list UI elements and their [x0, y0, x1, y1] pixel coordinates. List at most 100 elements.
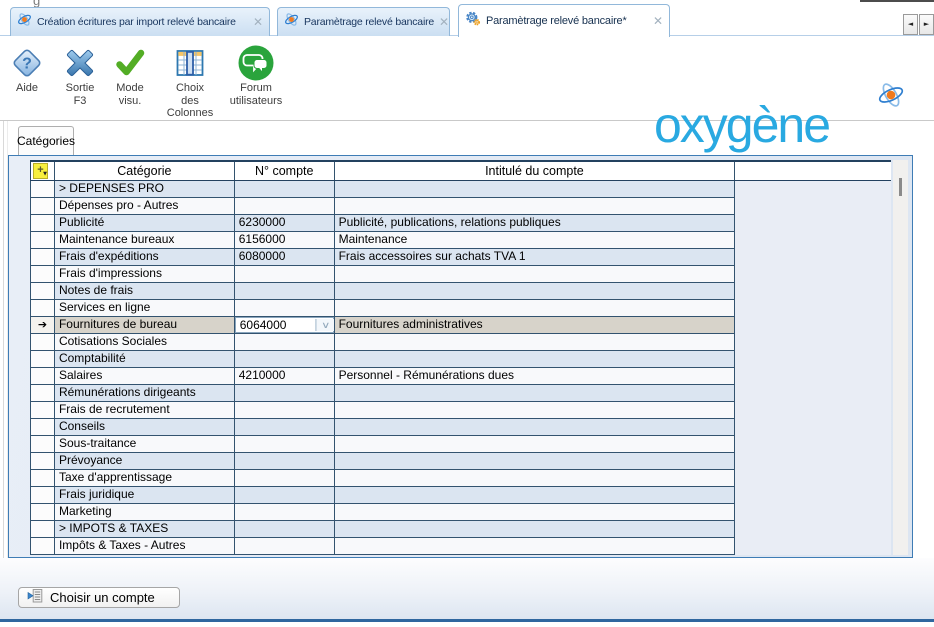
row-selector-cell[interactable]	[31, 215, 55, 231]
tab-parametrage-active[interactable]: Paramètrage relevé bancaire* ✕	[458, 4, 670, 37]
column-header-intitule[interactable]: Intitulé du compte	[335, 162, 736, 180]
tab-close-icon[interactable]: ✕	[252, 15, 263, 29]
cell-intitule[interactable]: Frais accessoires sur achats TVA 1	[335, 249, 735, 265]
cell-intitule[interactable]	[335, 470, 735, 486]
row-selector-cell[interactable]	[31, 470, 55, 486]
cell-compte[interactable]	[235, 419, 335, 435]
toolbar-button-sortie[interactable]: Sortie F3	[56, 44, 104, 107]
cell-categorie[interactable]: Rémunérations dirigeants	[55, 385, 235, 401]
cell-intitule[interactable]: Fournitures administratives	[335, 317, 735, 333]
tab-scroll-left-button[interactable]: ◄	[903, 14, 918, 35]
table-row[interactable]: Taxe d'apprentissage	[30, 470, 735, 487]
cell-compte[interactable]: 6230000	[235, 215, 335, 231]
row-selector-cell[interactable]	[31, 283, 55, 299]
toolbar-button-mode-visu[interactable]: Mode visu.	[107, 44, 153, 107]
table-row[interactable]: Frais de recrutement	[30, 402, 735, 419]
cell-categorie[interactable]: Frais d'impressions	[55, 266, 235, 282]
cell-compte[interactable]	[235, 351, 335, 367]
cell-compte[interactable]	[235, 198, 335, 214]
cell-categorie[interactable]: Conseils	[55, 419, 235, 435]
cell-intitule[interactable]	[335, 300, 735, 316]
row-selector-cell[interactable]	[31, 351, 55, 367]
toolbar-button-forum[interactable]: Forum utilisateurs	[220, 44, 292, 107]
column-header-categorie[interactable]: Catégorie	[55, 162, 235, 180]
tab-scroll-right-button[interactable]: ►	[919, 14, 934, 35]
row-selector-cell[interactable]	[31, 436, 55, 452]
row-selector-cell[interactable]	[31, 181, 55, 197]
row-selector-cell[interactable]: ➔	[31, 317, 55, 333]
cell-categorie[interactable]: Notes de frais	[55, 283, 235, 299]
tab-creation-ecritures[interactable]: Création écritures par import relevé ban…	[10, 7, 270, 36]
cell-compte[interactable]	[235, 402, 335, 418]
cell-categorie[interactable]: Fournitures de bureau	[55, 317, 235, 333]
choose-account-button[interactable]: Choisir un compte	[18, 587, 180, 608]
tab-close-icon[interactable]: ✕	[652, 14, 663, 28]
table-row[interactable]: Frais juridique	[30, 487, 735, 504]
table-row[interactable]: Salaires 4210000 Personnel - Rémunérations…	[30, 368, 735, 385]
cell-compte[interactable]	[235, 521, 335, 537]
cell-categorie[interactable]: Sous-traitance	[55, 436, 235, 452]
table-row[interactable]: Maintenance bureaux 6156000 Maintenance	[30, 232, 735, 249]
cell-intitule[interactable]	[335, 453, 735, 469]
cell-intitule[interactable]: Maintenance	[335, 232, 735, 248]
add-row-header-cell[interactable]: + ▼	[31, 162, 55, 180]
table-row[interactable]: > IMPOTS & TAXES	[30, 521, 735, 538]
cell-compte[interactable]	[235, 453, 335, 469]
table-row[interactable]: Marketing	[30, 504, 735, 521]
row-selector-cell[interactable]	[31, 232, 55, 248]
row-selector-cell[interactable]	[31, 334, 55, 350]
row-selector-cell[interactable]	[31, 453, 55, 469]
row-selector-cell[interactable]	[31, 266, 55, 282]
cell-compte[interactable]	[235, 300, 335, 316]
row-selector-cell[interactable]	[31, 300, 55, 316]
table-row[interactable]: Dépenses pro - Autres	[30, 198, 735, 215]
row-selector-cell[interactable]	[31, 198, 55, 214]
tab-parametrage-1[interactable]: Paramètrage relevé bancaire ✕	[277, 7, 450, 36]
cell-categorie[interactable]: Impôts & Taxes - Autres	[55, 538, 235, 554]
table-row[interactable]: Cotisations Sociales	[30, 334, 735, 351]
row-selector-cell[interactable]	[31, 504, 55, 520]
cell-compte[interactable]	[235, 470, 335, 486]
cell-compte[interactable]	[235, 487, 335, 503]
cell-categorie[interactable]: Comptabilité	[55, 351, 235, 367]
cell-categorie[interactable]: Dépenses pro - Autres	[55, 198, 235, 214]
table-row[interactable]: Sous-traitance	[30, 436, 735, 453]
account-combobox[interactable]: 6064000 ∨	[234, 317, 334, 333]
table-row[interactable]: ➔ Fournitures de bureau 6064000 ∨ Fourniture…	[30, 317, 735, 334]
vertical-scrollbar[interactable]	[893, 160, 908, 555]
cell-categorie[interactable]: Frais d'expéditions	[55, 249, 235, 265]
table-row[interactable]: Rémunérations dirigeants	[30, 385, 735, 402]
row-selector-cell[interactable]	[31, 487, 55, 503]
cell-categorie[interactable]: > IMPOTS & TAXES	[55, 521, 235, 537]
cell-compte[interactable]	[235, 538, 335, 554]
cell-categorie[interactable]: Prévoyance	[55, 453, 235, 469]
cell-compte[interactable]	[235, 181, 335, 197]
row-selector-cell[interactable]	[31, 521, 55, 537]
table-row[interactable]: Frais d'expéditions 6080000 Frais accessoi…	[30, 249, 735, 266]
table-row[interactable]: Notes de frais	[30, 283, 735, 300]
cell-compte[interactable]	[235, 283, 335, 299]
cell-intitule[interactable]	[335, 436, 735, 452]
cell-compte[interactable]	[235, 266, 335, 282]
cell-intitule[interactable]	[335, 283, 735, 299]
combo-chevron-icon[interactable]: ∨	[314, 319, 334, 331]
cell-compte[interactable]: 4210000	[235, 368, 335, 384]
cell-intitule[interactable]	[335, 351, 735, 367]
cell-intitule[interactable]	[335, 385, 735, 401]
row-selector-cell[interactable]	[31, 419, 55, 435]
cell-categorie[interactable]: Cotisations Sociales	[55, 334, 235, 350]
row-selector-cell[interactable]	[31, 368, 55, 384]
cell-compte[interactable]	[235, 334, 335, 350]
cell-intitule[interactable]: Publicité, publications, relations publi…	[335, 215, 735, 231]
cell-intitule[interactable]	[335, 334, 735, 350]
cell-categorie[interactable]: Maintenance bureaux	[55, 232, 235, 248]
cell-intitule[interactable]	[335, 487, 735, 503]
table-row[interactable]: Impôts & Taxes - Autres	[30, 538, 735, 555]
table-row[interactable]: Services en ligne	[30, 300, 735, 317]
column-header-compte[interactable]: N° compte	[235, 162, 335, 180]
row-selector-cell[interactable]	[31, 538, 55, 554]
cell-intitule[interactable]	[335, 419, 735, 435]
cell-categorie[interactable]: Frais juridique	[55, 487, 235, 503]
cell-intitule[interactable]	[335, 538, 735, 554]
cell-intitule[interactable]	[335, 266, 735, 282]
